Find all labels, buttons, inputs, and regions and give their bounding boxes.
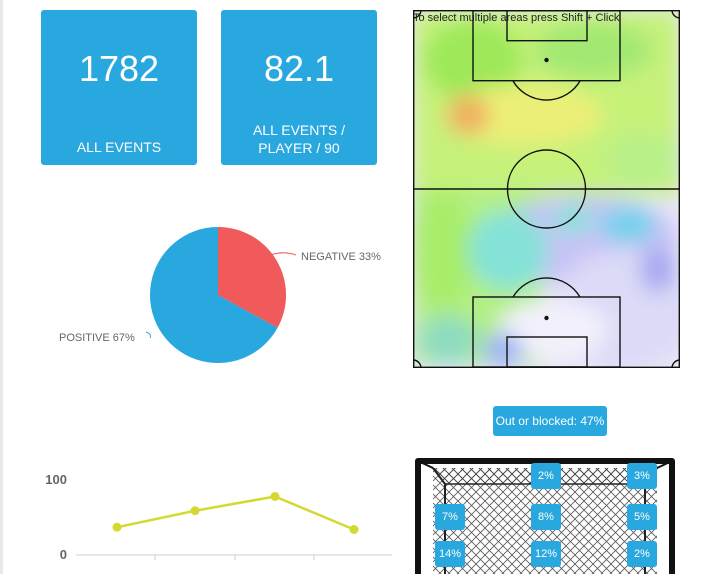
y-tick-label-top: 100 xyxy=(45,472,67,487)
goal-zone-cell[interactable]: 3% xyxy=(627,463,657,489)
goal-zone-cell[interactable]: 2% xyxy=(531,463,561,489)
heatmap-pitch[interactable] xyxy=(413,10,680,368)
stat-card-events-per-player[interactable]: 82.1 ALL EVENTS / PLAYER / 90 xyxy=(221,10,377,165)
pie-slice-positive[interactable] xyxy=(150,227,278,363)
goal-map: 2% 3% 7% 8% 5% 14% 12% 2% xyxy=(413,456,677,574)
pitch-hint: To select multiple areas press Shift + C… xyxy=(413,12,620,24)
series-point[interactable] xyxy=(349,525,359,534)
pie-label-negative: NEGATIVE 33% xyxy=(301,251,381,263)
goal-zone-cell[interactable]: 14% xyxy=(435,541,465,567)
series-point[interactable] xyxy=(270,492,280,501)
stat-label-line2: PLAYER / 90 xyxy=(258,140,340,156)
pie-connector-positive xyxy=(145,331,151,339)
pie-connector-negative xyxy=(267,252,297,257)
stat-card-all-events[interactable]: 1782 ALL EVENTS xyxy=(41,10,197,165)
stat-label-line1: ALL EVENTS / xyxy=(252,122,346,138)
goal-zone-cell[interactable]: 12% xyxy=(531,541,561,567)
stat-value: 82.1 xyxy=(263,48,335,89)
pie-label-positive: POSITIVE 67% xyxy=(59,332,135,344)
pitch-lines xyxy=(413,10,680,368)
series-point[interactable] xyxy=(112,522,122,532)
penalty-spot-bottom xyxy=(544,315,549,321)
series-line xyxy=(116,495,355,531)
goal-zone-cell[interactable]: 8% xyxy=(531,504,561,530)
out-or-blocked-badge[interactable]: Out or blocked: 47% xyxy=(493,406,607,436)
goal-zone-cell[interactable]: 7% xyxy=(435,504,465,530)
series-point[interactable] xyxy=(190,506,200,516)
penalty-spot-top xyxy=(544,57,549,63)
pie-chart: NEGATIVE 33% POSITIVE 67% xyxy=(59,227,381,363)
y-tick-label-bottom: 0 xyxy=(60,547,67,562)
line-chart: 100 0 xyxy=(45,472,392,562)
goal-zone-cell[interactable]: 5% xyxy=(627,504,657,530)
pie-slice-negative[interactable] xyxy=(218,227,287,328)
series-points xyxy=(112,492,359,534)
stat-value: 1782 xyxy=(78,48,160,89)
stat-label: ALL EVENTS xyxy=(76,139,162,155)
goal-zone-cell[interactable]: 2% xyxy=(627,541,657,567)
stat-label: ALL EVENTS / PLAYER / 90 xyxy=(221,121,377,157)
left-divider xyxy=(0,0,3,574)
